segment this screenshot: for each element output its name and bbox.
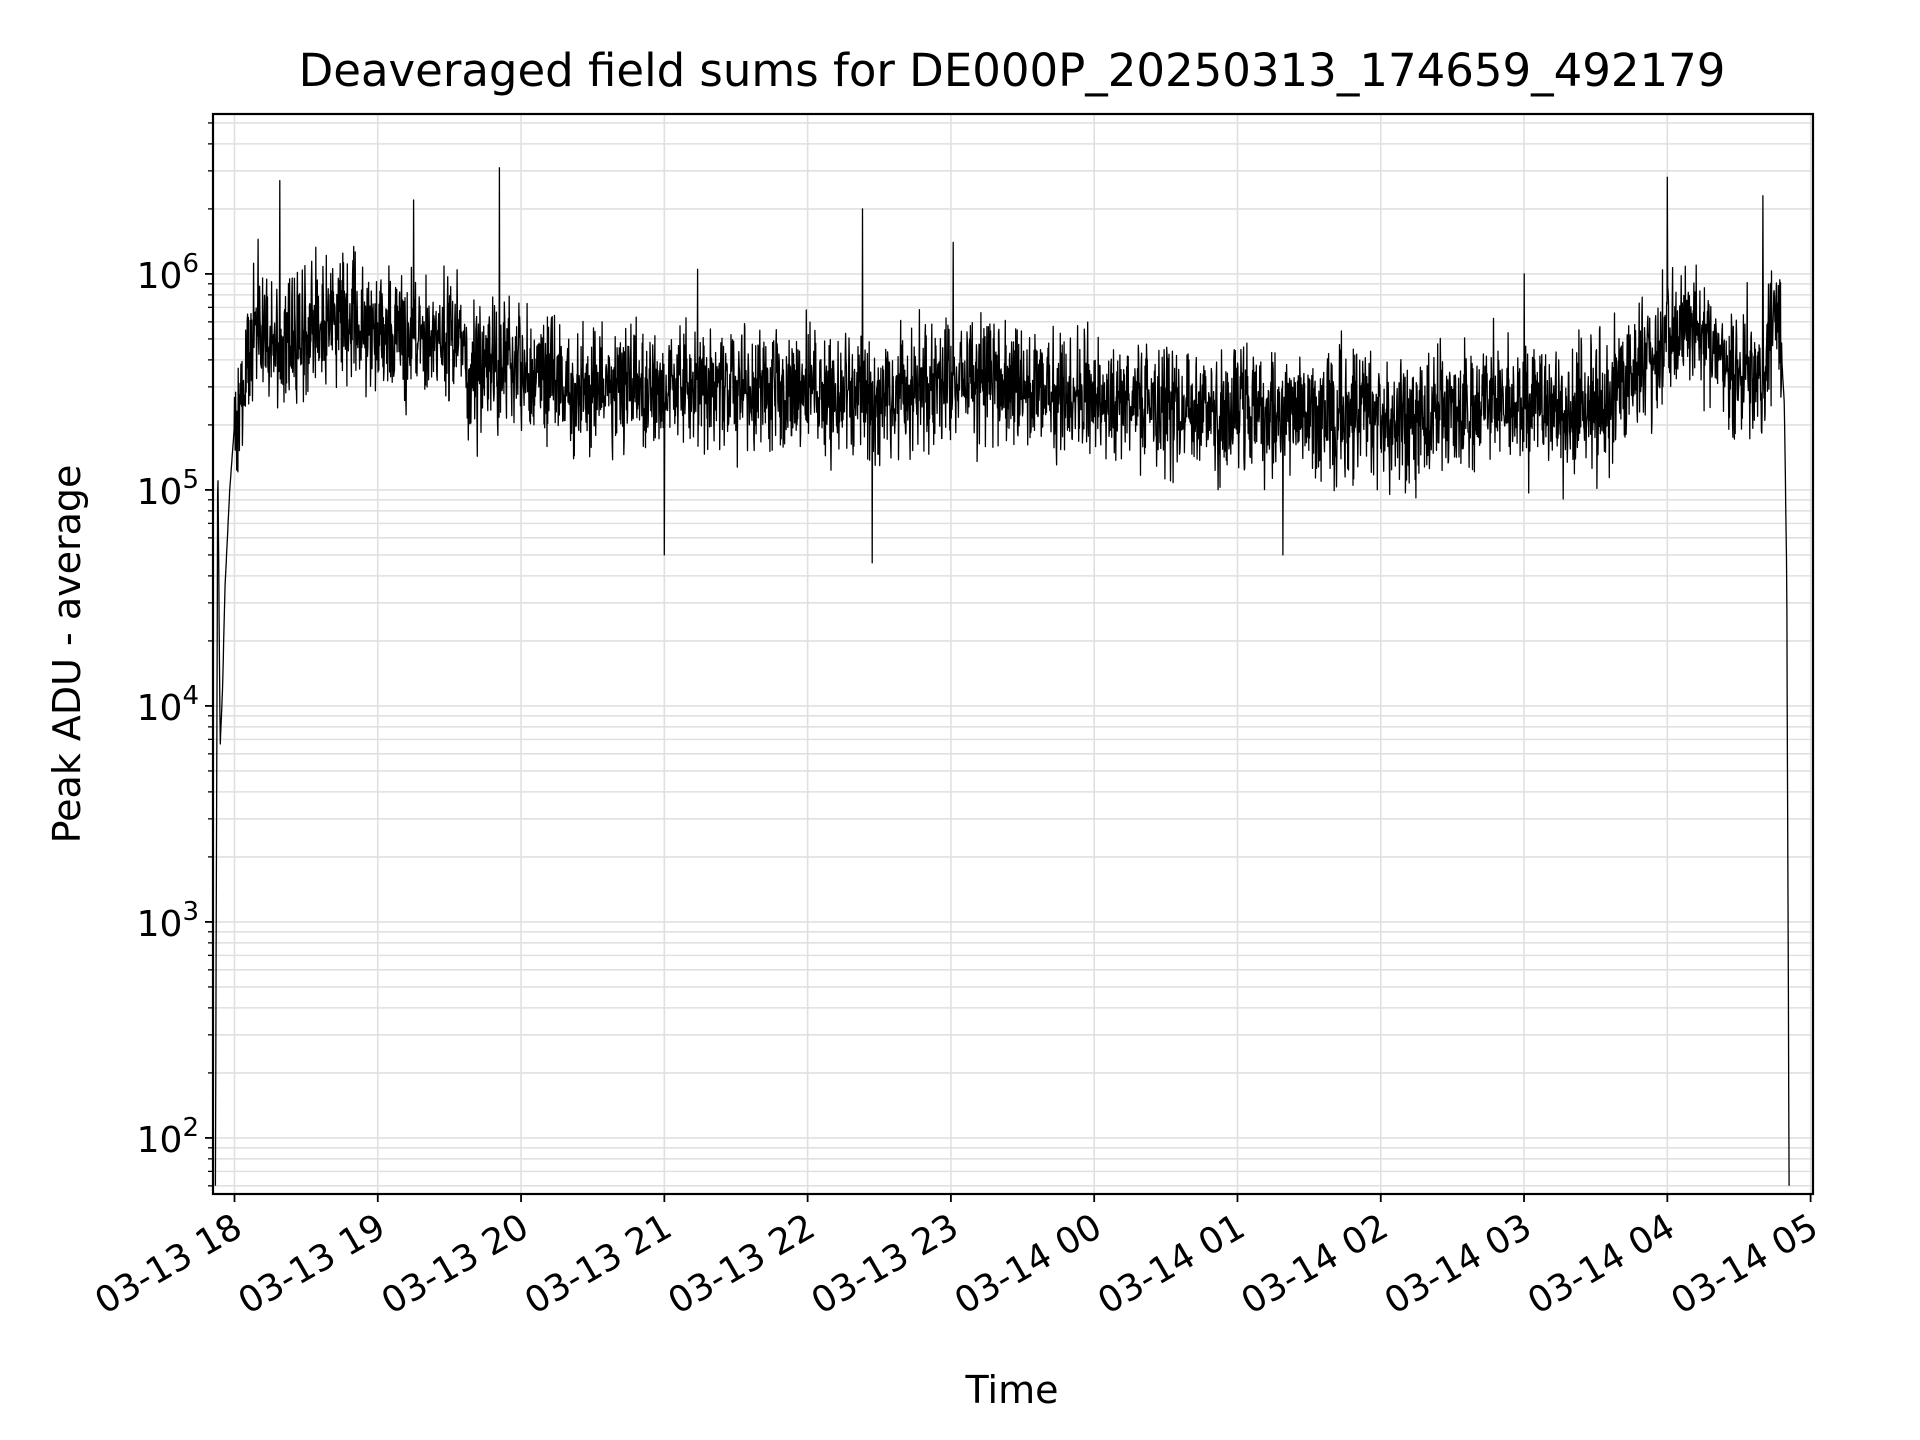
x-tick-label: 03-13 23 (805, 1206, 966, 1322)
x-tick-label: 03-14 04 (1521, 1206, 1682, 1322)
series-layer (214, 167, 1790, 1186)
series-line (214, 167, 1790, 1186)
x-axis-title: Time (965, 1368, 1059, 1412)
grid-layer (213, 114, 1813, 1194)
x-tick-label: 03-13 18 (88, 1206, 249, 1322)
y-tick-label: 106 (137, 249, 199, 297)
y-tick-label: 102 (137, 1113, 199, 1161)
y-axis-title: Peak ADU - average (45, 465, 89, 844)
chart-title: Deaveraged field sums for DE000P_2025031… (299, 44, 1726, 97)
x-tick-label: 03-13 20 (375, 1206, 536, 1322)
y-tick-label: 105 (137, 465, 199, 513)
x-tick-label: 03-13 19 (232, 1206, 393, 1322)
x-tick-label: 03-13 21 (518, 1206, 679, 1322)
x-tick-label: 03-14 02 (1235, 1206, 1396, 1322)
x-tick-label: 03-14 00 (948, 1206, 1109, 1322)
y-tick-label: 104 (137, 681, 199, 729)
plot-frame (211, 112, 1815, 1196)
x-tick-label: 03-14 05 (1664, 1206, 1825, 1322)
x-tick-label: 03-14 03 (1378, 1206, 1539, 1322)
x-tick-label: 03-14 01 (1091, 1206, 1252, 1322)
x-tick-label: 03-13 22 (661, 1206, 822, 1322)
y-tick-label: 103 (137, 897, 199, 945)
